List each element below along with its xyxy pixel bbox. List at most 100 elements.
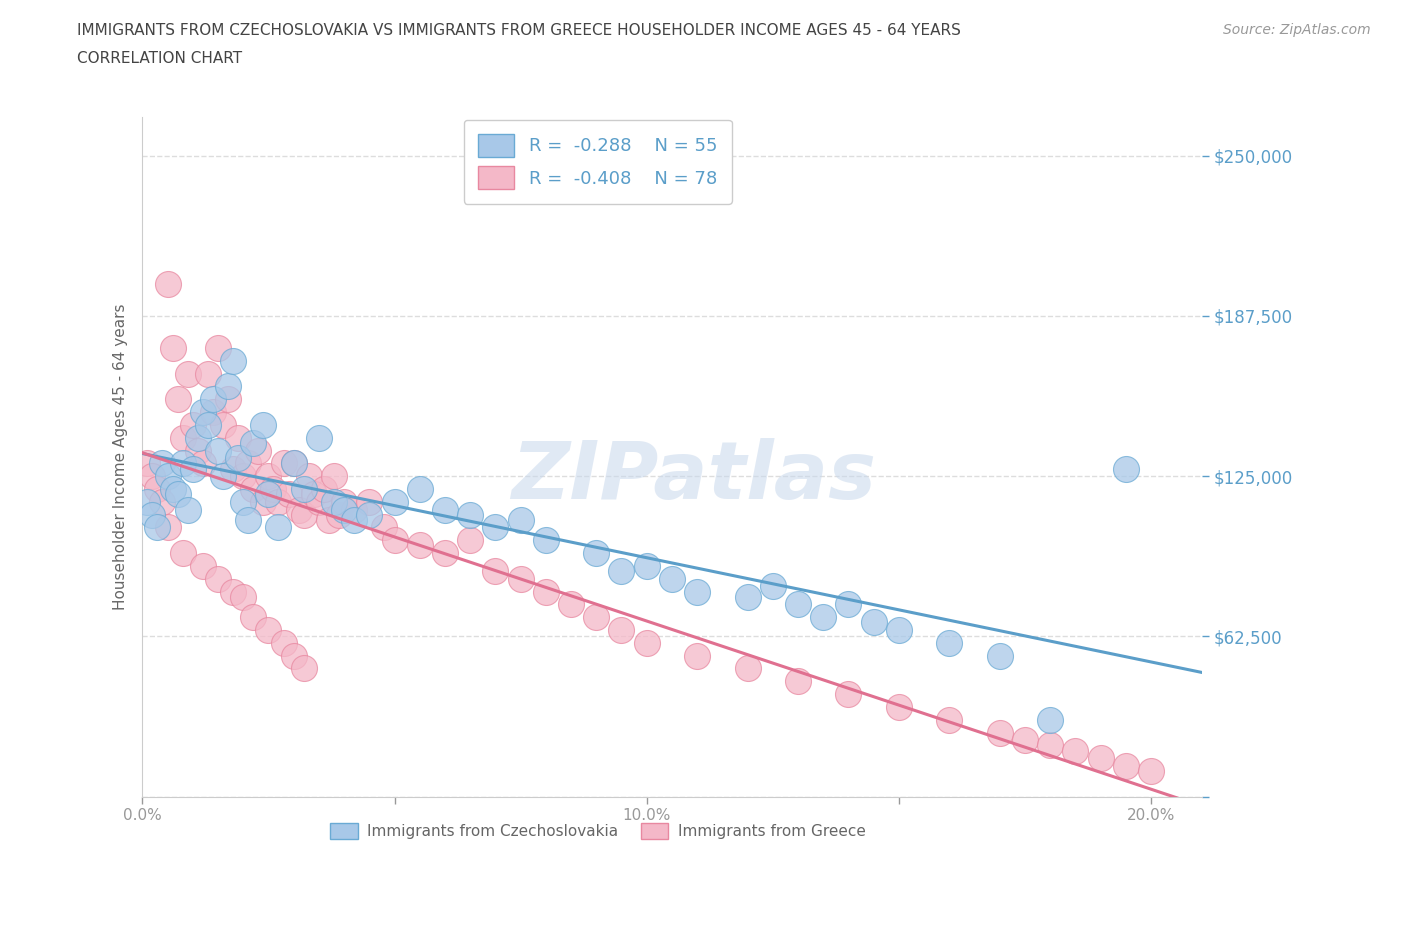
Point xyxy=(156,520,179,535)
Point xyxy=(287,502,309,517)
Point xyxy=(1039,738,1062,753)
Point xyxy=(197,366,219,381)
Point xyxy=(509,512,531,527)
Point xyxy=(686,584,709,599)
Point xyxy=(384,533,406,548)
Point xyxy=(787,674,810,689)
Point xyxy=(318,512,340,527)
Point xyxy=(262,482,284,497)
Point xyxy=(191,405,214,419)
Text: CORRELATION CHART: CORRELATION CHART xyxy=(77,51,242,66)
Point xyxy=(252,418,274,432)
Point xyxy=(136,456,159,471)
Point xyxy=(152,495,174,510)
Point xyxy=(308,495,330,510)
Point xyxy=(302,486,325,501)
Point xyxy=(988,648,1011,663)
Point xyxy=(837,597,859,612)
Point xyxy=(242,482,264,497)
Point xyxy=(166,392,188,406)
Point xyxy=(238,512,260,527)
Point xyxy=(1090,751,1112,765)
Point xyxy=(1039,712,1062,727)
Point xyxy=(141,469,163,484)
Point xyxy=(373,520,395,535)
Point xyxy=(988,725,1011,740)
Point xyxy=(636,559,658,574)
Point xyxy=(212,418,235,432)
Point xyxy=(146,520,169,535)
Point xyxy=(813,610,835,625)
Point xyxy=(328,507,350,522)
Point xyxy=(201,392,224,406)
Point xyxy=(312,482,335,497)
Point xyxy=(560,597,582,612)
Point xyxy=(162,340,184,355)
Point xyxy=(887,699,910,714)
Point xyxy=(409,538,432,552)
Point xyxy=(172,431,194,445)
Point xyxy=(343,512,366,527)
Point xyxy=(509,571,531,586)
Point xyxy=(191,456,214,471)
Point xyxy=(359,495,381,510)
Text: Source: ZipAtlas.com: Source: ZipAtlas.com xyxy=(1223,23,1371,37)
Point xyxy=(166,486,188,501)
Point xyxy=(273,456,295,471)
Point xyxy=(384,495,406,510)
Point xyxy=(323,469,346,484)
Point xyxy=(273,635,295,650)
Point xyxy=(222,353,245,368)
Point xyxy=(762,579,785,594)
Point xyxy=(837,686,859,701)
Point xyxy=(197,418,219,432)
Point xyxy=(177,502,200,517)
Point xyxy=(343,502,366,517)
Point xyxy=(737,590,759,604)
Point xyxy=(232,495,254,510)
Point xyxy=(292,482,315,497)
Point xyxy=(162,482,184,497)
Point xyxy=(201,405,224,419)
Point xyxy=(787,597,810,612)
Point xyxy=(283,648,305,663)
Point xyxy=(191,559,214,574)
Y-axis label: Householder Income Ages 45 - 64 years: Householder Income Ages 45 - 64 years xyxy=(114,304,128,610)
Point xyxy=(267,520,290,535)
Point xyxy=(1014,733,1036,748)
Point xyxy=(610,622,633,637)
Point xyxy=(610,564,633,578)
Point xyxy=(257,622,280,637)
Point xyxy=(207,571,229,586)
Point xyxy=(333,502,356,517)
Point xyxy=(181,418,204,432)
Point xyxy=(585,546,607,561)
Point xyxy=(585,610,607,625)
Point xyxy=(283,456,305,471)
Point xyxy=(534,584,557,599)
Point xyxy=(484,520,506,535)
Point xyxy=(333,495,356,510)
Legend: Immigrants from Czechoslovakia, Immigrants from Greece: Immigrants from Czechoslovakia, Immigran… xyxy=(322,816,873,847)
Point xyxy=(242,610,264,625)
Point xyxy=(226,451,249,466)
Point xyxy=(409,482,432,497)
Point xyxy=(177,366,200,381)
Point xyxy=(141,507,163,522)
Point xyxy=(267,495,290,510)
Point xyxy=(636,635,658,650)
Point xyxy=(308,431,330,445)
Point xyxy=(257,486,280,501)
Point xyxy=(212,469,235,484)
Point xyxy=(232,590,254,604)
Point xyxy=(292,507,315,522)
Point xyxy=(152,456,174,471)
Point xyxy=(433,502,456,517)
Point xyxy=(458,533,481,548)
Point xyxy=(156,276,179,291)
Point xyxy=(534,533,557,548)
Point xyxy=(187,431,209,445)
Point xyxy=(226,431,249,445)
Point xyxy=(217,392,239,406)
Point xyxy=(1115,759,1137,774)
